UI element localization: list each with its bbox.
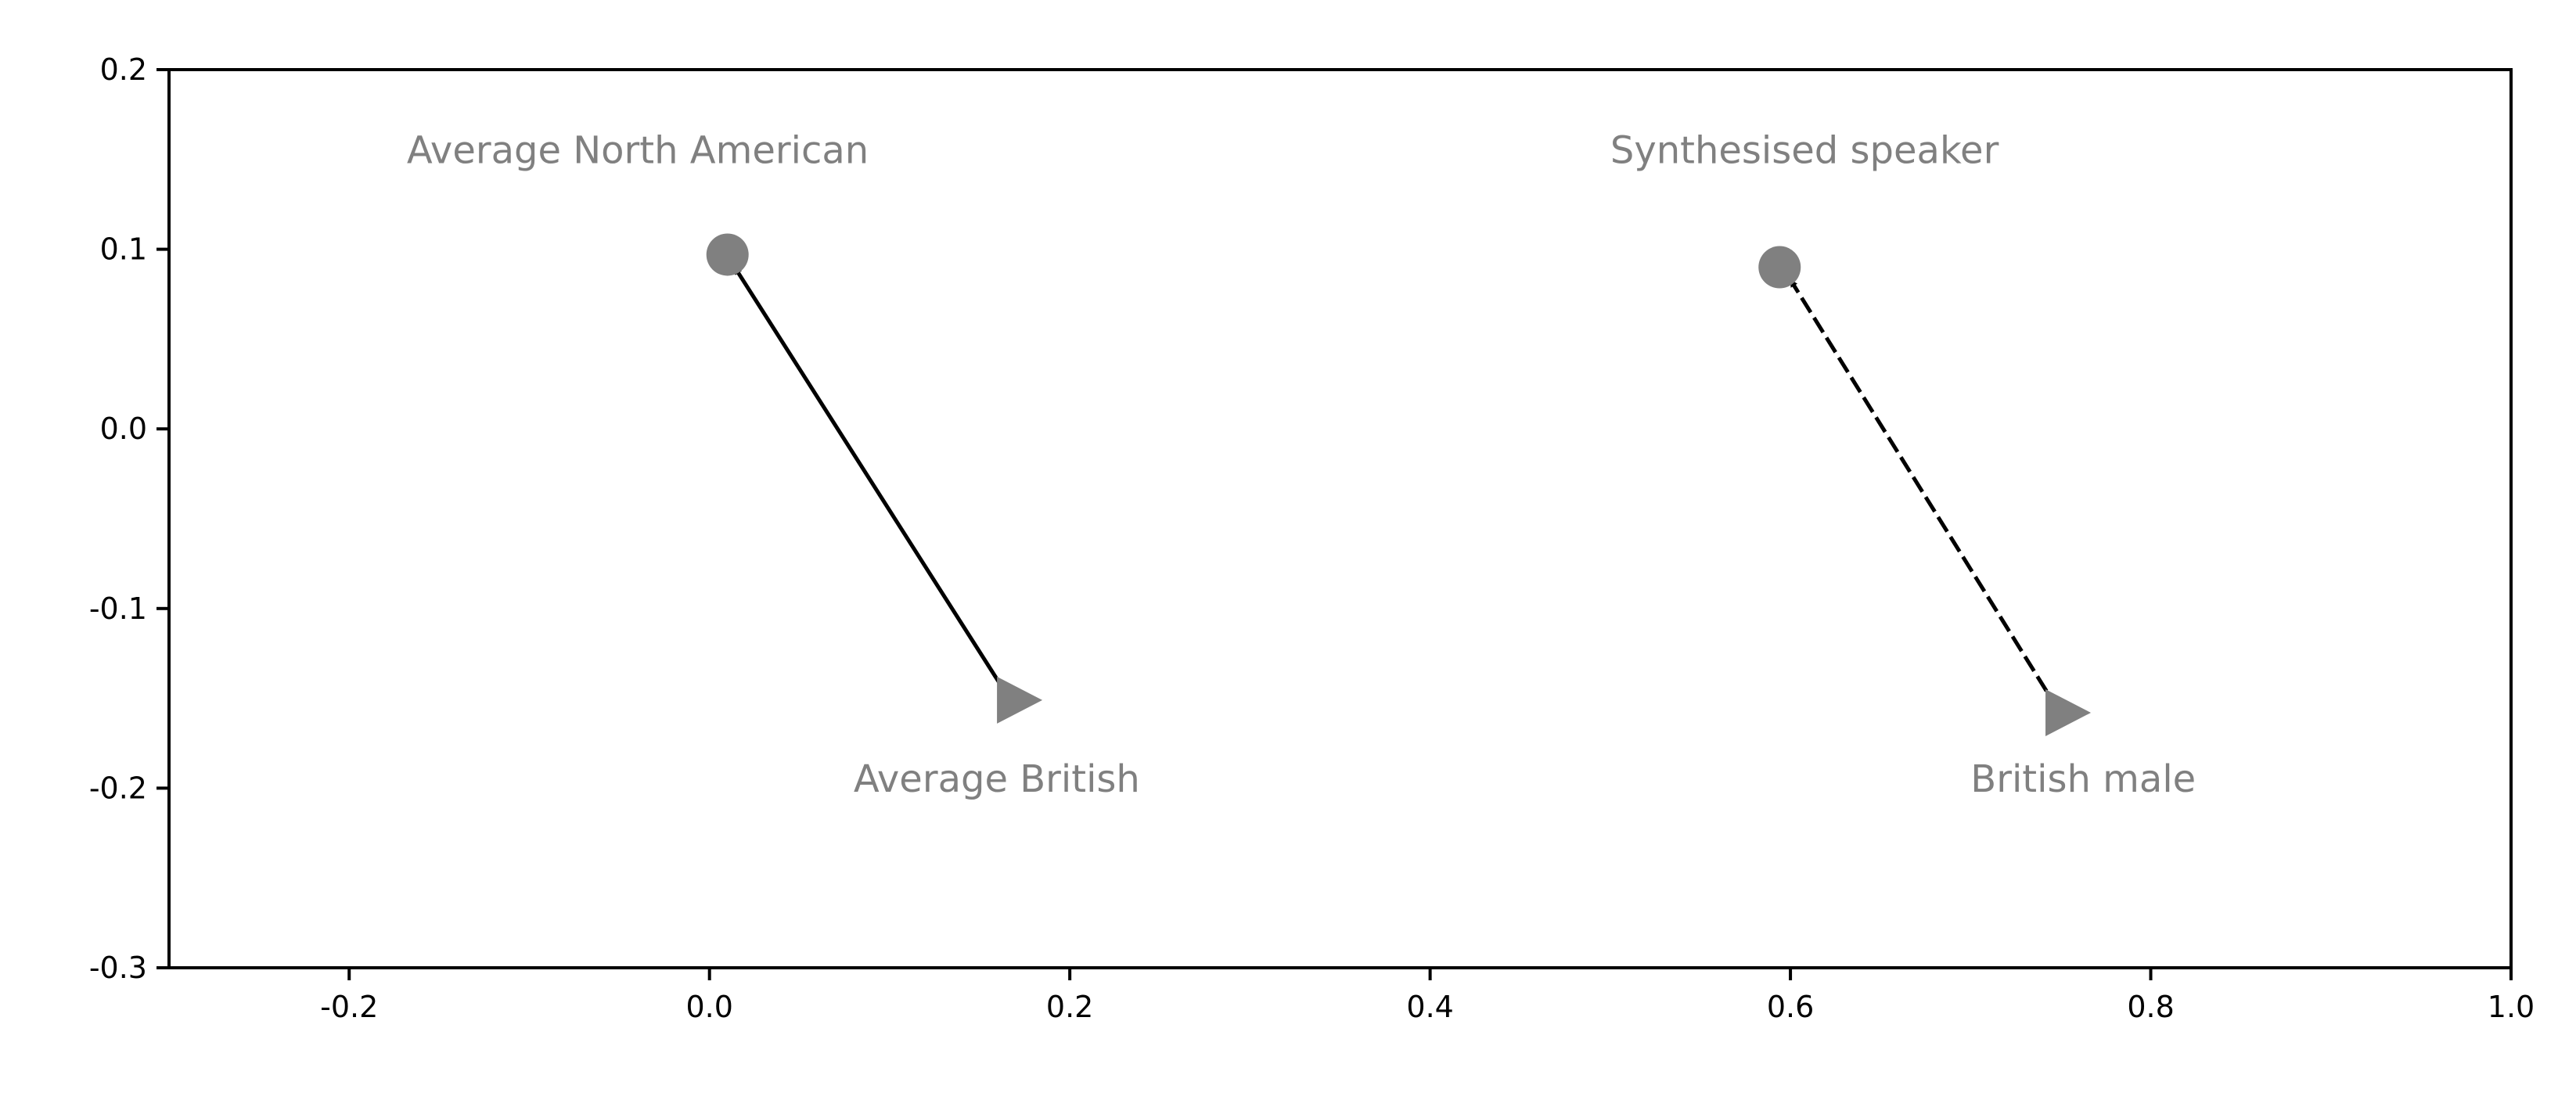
x-tick-label: 0.8	[2127, 990, 2174, 1024]
dashed-arrow	[1788, 279, 2061, 712]
y-tick-label: -0.2	[89, 771, 147, 805]
x-tick-label: -0.2	[320, 990, 378, 1024]
triangle-marker	[997, 676, 1043, 724]
solid-arrow	[732, 266, 1013, 702]
y-tick-label: 0.0	[100, 412, 147, 446]
x-tick-label: 0.6	[1767, 990, 1814, 1024]
circle-marker	[1758, 246, 1801, 289]
y-tick-label: -0.1	[89, 591, 147, 626]
y-tick-label: 0.1	[100, 232, 147, 267]
x-tick-label: 1.0	[2488, 990, 2535, 1024]
point-label: Average North American	[407, 128, 869, 172]
x-tick-label: 0.4	[1406, 990, 1453, 1024]
plot-frame	[167, 68, 2513, 969]
point-label: British male	[1970, 757, 2196, 801]
x-tick-label: 0.2	[1046, 990, 1093, 1024]
x-tick-label: 0.0	[685, 990, 732, 1024]
y-tick-label: 0.2	[100, 52, 147, 87]
point-label: Average British	[854, 757, 1140, 801]
y-tick-label: -0.3	[89, 951, 147, 985]
triangle-marker	[2045, 688, 2092, 736]
point-label: Synthesised speaker	[1610, 128, 1999, 172]
circle-marker	[706, 233, 749, 276]
